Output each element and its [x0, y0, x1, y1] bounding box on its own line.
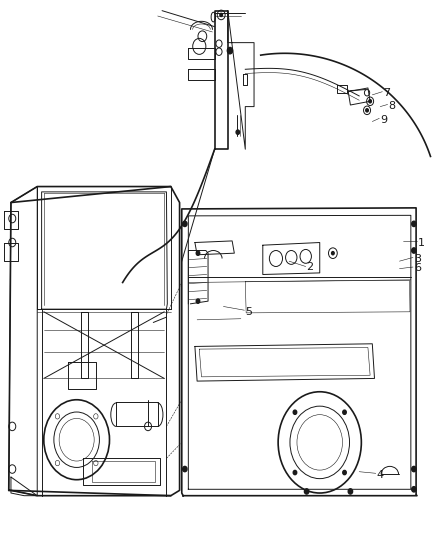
Text: 2: 2	[307, 262, 314, 271]
Circle shape	[220, 13, 223, 17]
Circle shape	[412, 466, 416, 472]
Circle shape	[348, 489, 353, 494]
Circle shape	[343, 410, 346, 414]
Circle shape	[369, 100, 371, 103]
Circle shape	[196, 299, 200, 303]
Text: 4: 4	[377, 471, 384, 480]
Text: 1: 1	[418, 238, 425, 247]
Text: 7: 7	[383, 88, 390, 98]
Circle shape	[293, 410, 297, 414]
Text: 3: 3	[414, 254, 421, 263]
Text: 6: 6	[414, 263, 421, 273]
Circle shape	[343, 471, 346, 475]
Circle shape	[304, 489, 309, 494]
Circle shape	[332, 252, 334, 255]
Text: 5: 5	[245, 307, 252, 317]
Text: 9: 9	[380, 115, 387, 125]
Circle shape	[293, 471, 297, 475]
Circle shape	[412, 487, 416, 492]
Circle shape	[196, 251, 200, 255]
Circle shape	[412, 248, 416, 253]
Text: 8: 8	[389, 101, 396, 110]
Circle shape	[227, 47, 233, 54]
Circle shape	[412, 221, 416, 227]
Circle shape	[236, 130, 240, 134]
Circle shape	[183, 466, 187, 472]
Circle shape	[366, 109, 368, 112]
Circle shape	[183, 221, 187, 227]
